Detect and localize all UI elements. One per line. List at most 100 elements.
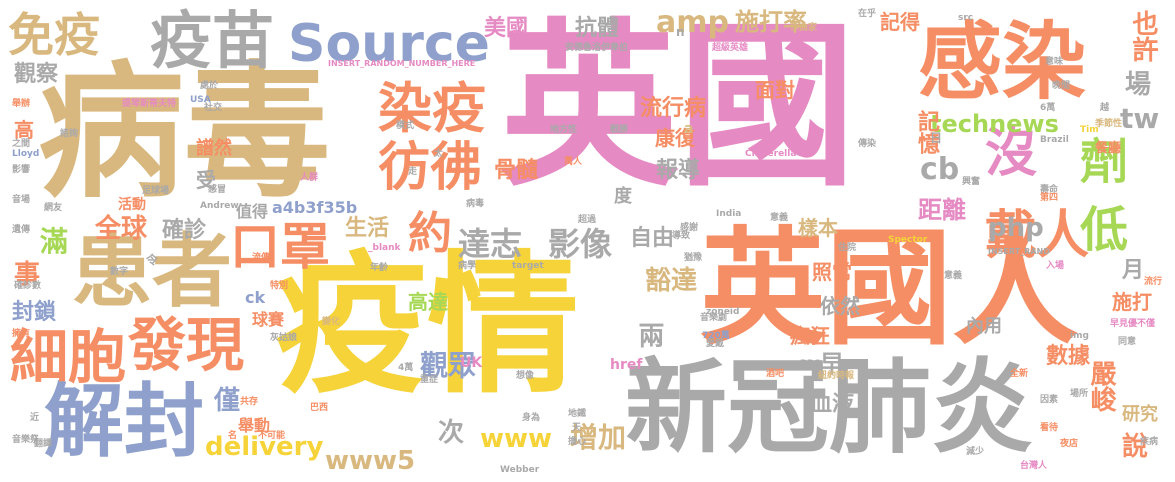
- word-huanzhe: 患者: [72, 225, 232, 318]
- word-lloyd: Lloyd: [12, 149, 40, 159]
- word-ci: 次: [438, 418, 465, 448]
- word-target: target: [512, 261, 544, 271]
- word-zhijian: 之間: [12, 139, 31, 149]
- word-bingxue: 病學: [458, 261, 477, 271]
- word-cb: cb: [920, 152, 960, 187]
- word-zixun: 諮詢: [60, 129, 79, 139]
- word-xiangxiang: 想像: [516, 371, 535, 381]
- word-uk: UK: [460, 355, 483, 371]
- word-andelu: 安德魯洛伊韋伯: [565, 43, 629, 53]
- word-kouzhao: 口罩: [230, 218, 330, 276]
- word-yiran: 依然: [820, 294, 860, 318]
- word-zuqiuchang: 足球場: [142, 186, 170, 196]
- word-shuzi: 數字: [110, 267, 129, 277]
- word-quezhenshu: 確診數: [14, 281, 42, 291]
- word-jiuba: 酒吧: [766, 369, 785, 379]
- word-yingxiang: 影像: [548, 225, 613, 263]
- word-liuxing: 流行: [1144, 277, 1163, 287]
- word-4wan: 4萬: [398, 363, 414, 373]
- word-ruchang: 入場: [1046, 261, 1065, 271]
- word-jiyi: 記憶: [914, 110, 939, 154]
- word-niuyue: 紐約時報: [818, 371, 855, 381]
- word-renqun: 人群: [300, 173, 319, 183]
- word-zuoqujia: 作曲家: [790, 23, 818, 33]
- word-guancha: 觀察: [14, 62, 59, 87]
- word-bianhua: 變化: [322, 317, 341, 327]
- word-bbc: BBC: [800, 359, 821, 369]
- word-quezhen: 確診: [162, 218, 207, 243]
- word-judong: 舉動: [238, 416, 271, 435]
- word-taiwanren: 台灣人: [1020, 461, 1048, 471]
- word-chuyu: 處於: [200, 81, 219, 91]
- word-xingfen: 興奮: [962, 177, 981, 187]
- word-liuchuan: 流傳: [252, 253, 271, 263]
- word-tebie: 特別: [270, 281, 289, 291]
- word-source: Source: [288, 14, 490, 74]
- word-difangxing: 地方性: [550, 125, 578, 135]
- word-jide: 記得: [880, 10, 920, 34]
- word-gao: 高: [14, 118, 34, 142]
- word-du: 度: [614, 186, 632, 207]
- word-zaihu: 在乎: [858, 9, 877, 19]
- word-ganmao: 感冒: [208, 185, 227, 195]
- word-fanyi: 翻譯: [34, 439, 53, 449]
- word-chaoguo: 超過: [578, 215, 597, 225]
- word-tongyi: 同意: [1118, 337, 1137, 347]
- word-zhuyuan: 住院: [838, 243, 857, 253]
- word-yindu: 印度: [764, 297, 783, 307]
- word-yinyueju: 音樂劇: [700, 313, 728, 323]
- word-yedian: 夜店: [1060, 439, 1079, 449]
- word-ganxie: 感謝: [680, 223, 699, 233]
- word-mianyi: 免疫: [8, 8, 100, 62]
- word-shenghuo: 生活: [345, 216, 390, 241]
- word-chang: 場: [1125, 70, 1152, 100]
- word-yimiao: 疫苗: [150, 4, 275, 77]
- word-moshi: 模式: [396, 121, 415, 131]
- word-zoneid: zoneid: [706, 307, 740, 317]
- word-gongcun: 共存: [240, 397, 259, 407]
- word-jijiexing: 季節性: [1095, 119, 1123, 129]
- word-zengjia: 增加: [570, 421, 627, 454]
- word-gaoda: 高達: [408, 290, 448, 314]
- word-andrew: Andrew: [200, 201, 239, 211]
- word-href: href: [610, 357, 643, 373]
- word-dangchu: 當初: [712, 299, 731, 309]
- word-zou: 走: [408, 167, 418, 177]
- word-danxin: 擔心: [568, 437, 587, 447]
- word-zhaochang: 照常: [812, 260, 852, 284]
- word-yinyueji: 音樂祭: [12, 435, 40, 445]
- word-yingguoren: 英國人: [700, 215, 1078, 362]
- word-shidalv: 施打率: [735, 8, 807, 36]
- word-tim: Tim: [1080, 125, 1099, 135]
- word-img: img: [1070, 331, 1089, 341]
- word-yingxiang2: 影響: [12, 165, 31, 175]
- word-quanxin: 全新: [1010, 369, 1029, 379]
- word-shuju: 數據: [1046, 344, 1091, 369]
- word-yue: 約: [408, 208, 452, 259]
- word-a: a: [684, 121, 694, 137]
- word-chaoji: 超級英雄: [712, 43, 749, 53]
- word-huiguniang: 灰姑娘: [270, 333, 298, 343]
- word-xueye: 血液: [810, 392, 855, 417]
- word-tian: 天: [572, 423, 582, 433]
- word-daozhi: 導致: [672, 231, 691, 241]
- word-a4b3f35b: a4b3f35b: [272, 198, 358, 217]
- word-quanqiu: 全球: [95, 214, 148, 244]
- word-ditie: 地鐵: [568, 409, 587, 419]
- word-fengkuang: 瘋狂: [790, 324, 830, 348]
- word-shou: 受: [196, 168, 216, 192]
- word-juban: 舉辦: [12, 99, 31, 109]
- word-insert-rand: INSERT_RAND: [988, 247, 1050, 256]
- word-tiqin: 提琴斯蒂夫特: [122, 99, 177, 109]
- word-shenwei: 身為: [522, 413, 541, 423]
- word-bingdu: 病毒: [38, 48, 330, 218]
- word-zhongzheng: 重症: [420, 375, 439, 385]
- word-yanjun: 嚴峻: [1086, 360, 1116, 412]
- word-wanren: 萬人: [564, 157, 583, 167]
- word-juli: 距離: [918, 196, 966, 224]
- word-di: 低: [1080, 202, 1129, 258]
- word-canting: 餐廳: [1095, 141, 1122, 156]
- word-zhide: 值得: [236, 202, 269, 221]
- word-huoda: 豁達: [645, 266, 698, 296]
- word-shida: 施打: [1112, 290, 1152, 314]
